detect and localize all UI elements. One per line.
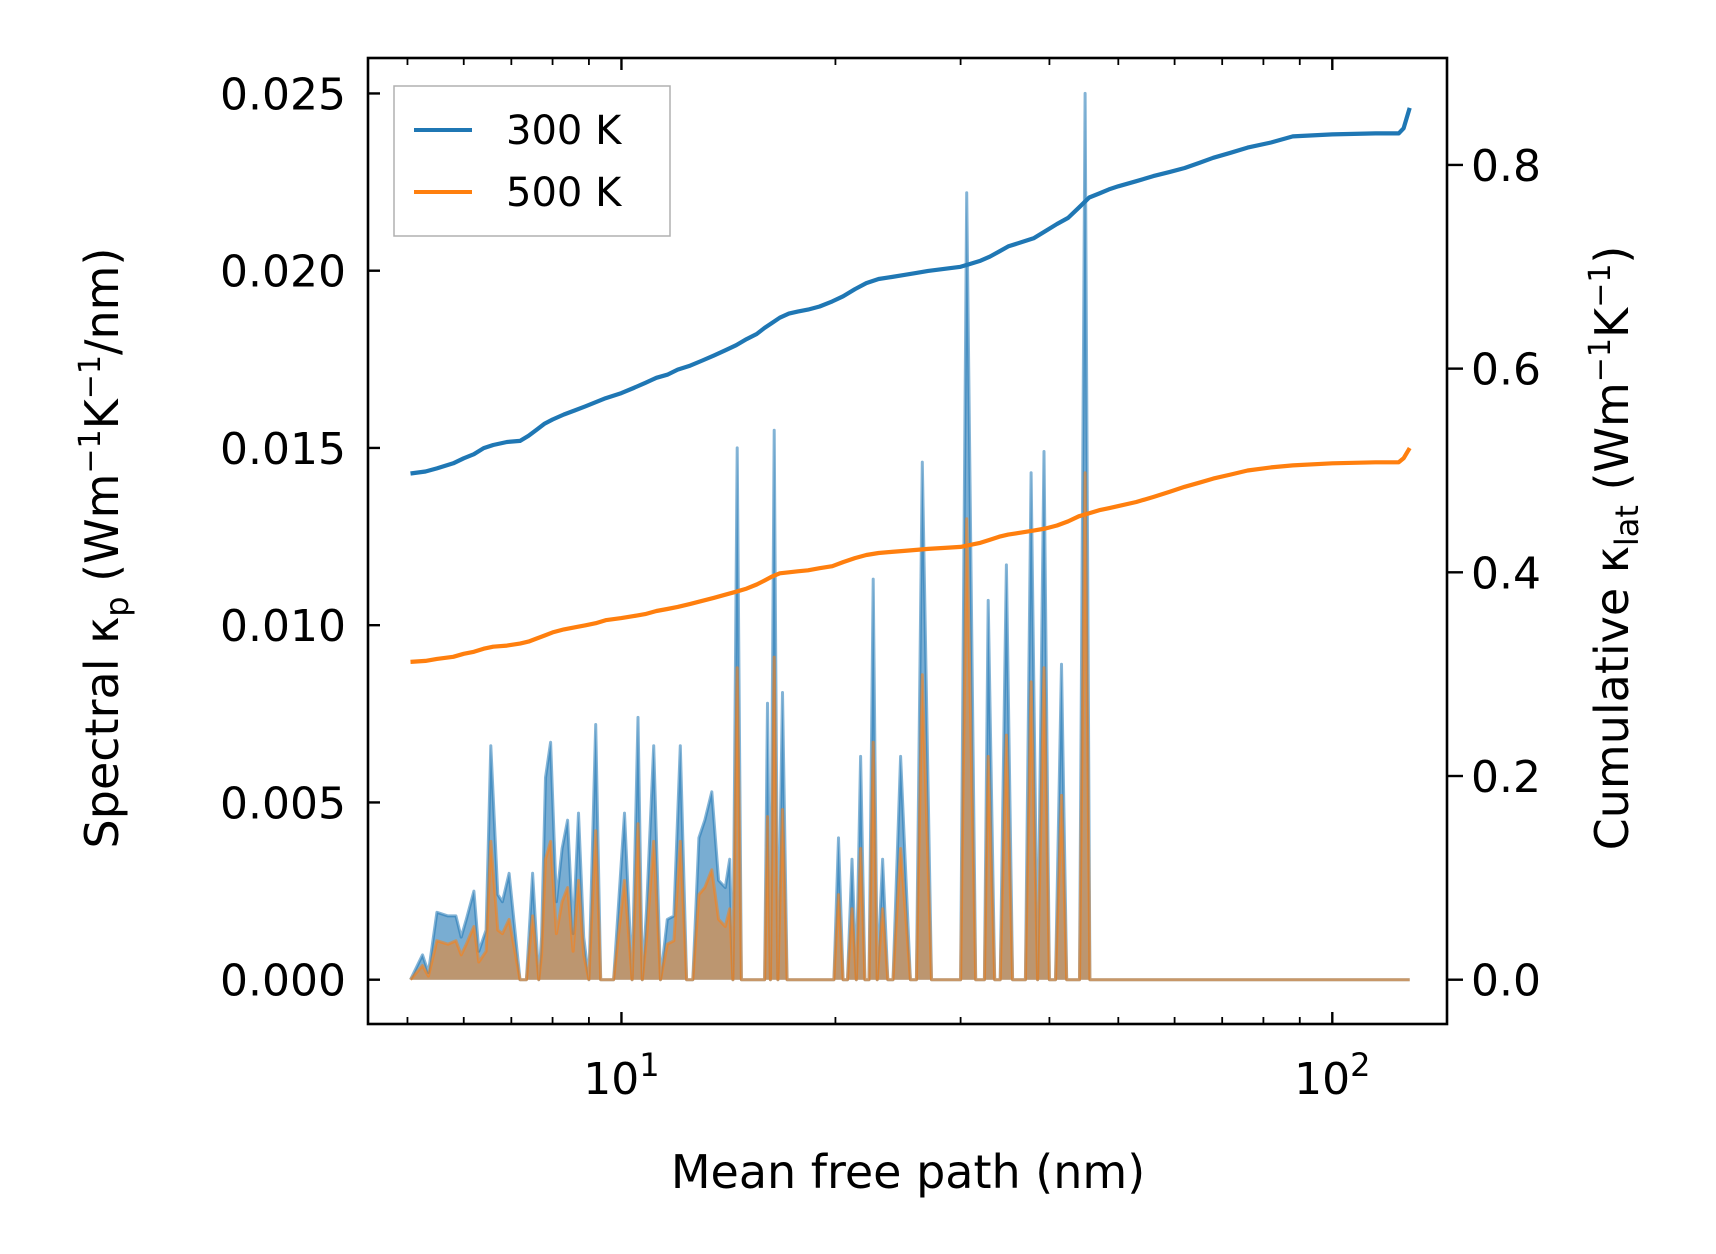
legend-box — [393, 85, 671, 237]
right-y-axis-title: Cumulative κlat (Wm−1K−1) — [1583, 246, 1646, 851]
x-tick-label: 101 — [583, 1046, 659, 1105]
left-y-axis-title: Spectral κp (Wm−1K−1/nm) — [73, 248, 136, 849]
right-y-title-main: Cumulative κ — [1585, 546, 1639, 850]
right-y-tick-label: 0.4 — [1471, 548, 1541, 599]
cumulative-line-layer — [410, 107, 1412, 664]
plot-frame — [366, 56, 1449, 1026]
legend-label-500k: 500 K — [506, 170, 623, 216]
legend: 300 K 500 K — [393, 85, 671, 237]
right-y-title-sub: lat — [1608, 505, 1646, 546]
right-y-title-sup2: −1 — [1583, 264, 1618, 308]
right-y-title-unit-close: ) — [1585, 246, 1639, 264]
x-tick-label-exponent: 1 — [639, 1046, 659, 1084]
right-y-title-sup1: −1 — [1583, 338, 1618, 382]
left-y-tick-label: 0.015 — [220, 424, 346, 475]
legend-label-300k: 300 K — [506, 108, 623, 154]
left-y-title-sub: p — [98, 596, 136, 616]
x-tick-label-base: 10 — [1294, 1054, 1350, 1105]
left-y-tick-label: 0.000 — [220, 956, 346, 1007]
left-y-tick-label: 0.010 — [220, 601, 346, 652]
left-y-title-sup2: −1 — [73, 355, 108, 399]
x-tick-label-exponent: 2 — [1350, 1046, 1370, 1084]
right-y-tick-label: 0.0 — [1471, 956, 1541, 1007]
left-y-title-unit-close: /nm) — [75, 248, 129, 355]
spectral-area-layer — [409, 91, 1410, 982]
left-y-title-unit-open: (Wm — [75, 474, 129, 597]
left-y-tick-label: 0.005 — [220, 778, 346, 829]
cumulative-line-500k — [410, 447, 1412, 664]
x-tick-label-base: 10 — [583, 1054, 639, 1105]
right-y-title-unit-mid: K — [1585, 306, 1639, 338]
tick-layer: 0.000 0.005 0.010 0.015 0.020 0.025 0.0 0.2 0.4 0… — [220, 58, 1541, 1105]
right-y-tick-label: 0.2 — [1471, 752, 1541, 803]
right-y-tick-label: 0.8 — [1471, 141, 1541, 192]
left-y-title-main: Spectral κ — [75, 617, 129, 849]
left-y-title-sup1: −1 — [73, 429, 108, 473]
spectral-line-500k — [409, 471, 1410, 982]
left-y-tick-label: 0.020 — [220, 247, 346, 298]
right-y-title-unit-open: (Wm — [1585, 382, 1639, 505]
cumulative-line-300k — [410, 107, 1412, 476]
right-y-tick-label: 0.6 — [1471, 345, 1541, 396]
left-y-title-unit-mid: K — [75, 397, 129, 429]
left-y-tick-label: 0.025 — [220, 69, 346, 120]
x-axis-title: Mean free path (nm) — [671, 1145, 1145, 1199]
x-tick-label: 102 — [1294, 1046, 1370, 1105]
